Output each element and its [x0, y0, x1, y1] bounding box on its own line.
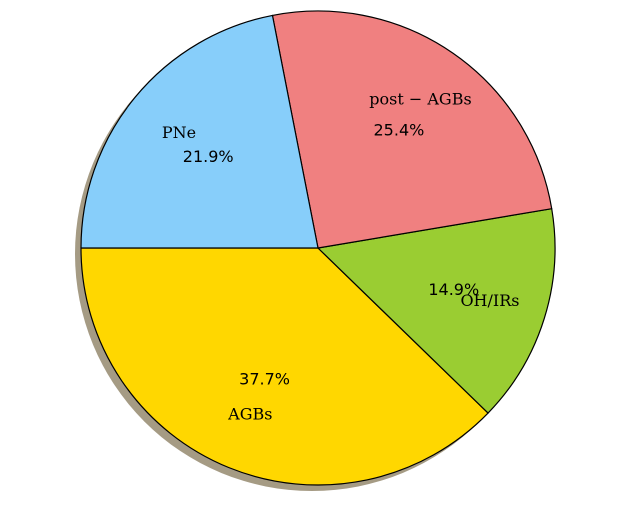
pie-slice	[317, 208, 556, 414]
slice-label: post − AGBs	[369, 89, 471, 108]
pie-slice	[80, 247, 489, 486]
percent-label: 14.9%	[428, 280, 479, 299]
slice-label: PNe	[162, 123, 196, 142]
percent-label: 21.9%	[183, 147, 234, 166]
pie-slice	[271, 10, 553, 249]
slice-label: AGBs	[227, 404, 272, 423]
percent-label: 37.7%	[239, 369, 290, 388]
pie-slice	[80, 14, 319, 249]
slice-label: OH/IRs	[460, 291, 519, 310]
percent-label: 25.4%	[374, 121, 425, 140]
